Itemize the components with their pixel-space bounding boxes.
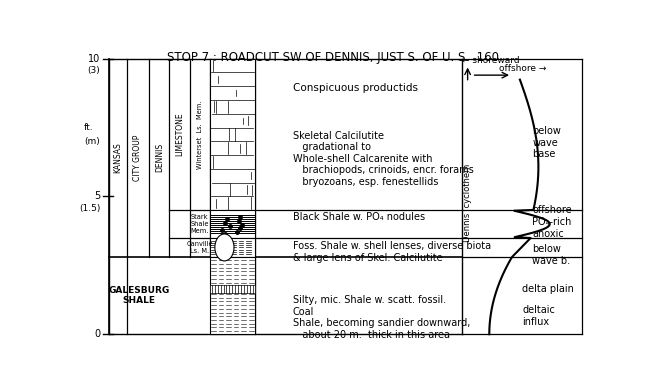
Text: (3): (3) [88, 66, 100, 75]
Text: Skeletal Calcilutite
   gradational to
Whole-shell Calcarenite with
   brachiopo: Skeletal Calcilutite gradational to Whol… [292, 131, 474, 187]
Text: Dennis  cyclothem: Dennis cyclothem [463, 163, 472, 242]
Text: below
wave b.: below wave b. [532, 244, 570, 266]
Text: Silty, mic. Shale w. scatt. fossil.
Coal
Shale, becoming sandier downward,
   ab: Silty, mic. Shale w. scatt. fossil. Coal… [292, 295, 470, 340]
Text: KANSAS: KANSAS [113, 142, 122, 173]
Text: Canville
Ls. M.: Canville Ls. M. [187, 241, 213, 254]
Text: ft.: ft. [84, 123, 94, 132]
Bar [210, 59, 255, 210]
Text: GALESBURG
SHALE: GALESBURG SHALE [109, 286, 170, 305]
Text: DENNIS: DENNIS [155, 143, 164, 172]
Bar [210, 257, 255, 334]
Text: 10: 10 [88, 54, 100, 64]
Text: Conspicuous productids: Conspicuous productids [292, 82, 418, 93]
Text: Foss. Shale w. shell lenses, diverse biota
& large lens of Skel. Calcilutite: Foss. Shale w. shell lenses, diverse bio… [292, 241, 491, 263]
Text: (1.5): (1.5) [79, 204, 100, 213]
Text: CITY GROUP: CITY GROUP [133, 135, 142, 181]
Text: offshore →: offshore → [499, 64, 547, 73]
Text: offshore
PO₄-rich
anoxic: offshore PO₄-rich anoxic [532, 205, 572, 238]
Bar [210, 285, 255, 293]
Text: Stark
Shale
Mem.: Stark Shale Mem. [190, 214, 209, 234]
Bar [210, 210, 255, 238]
Text: (m): (m) [84, 137, 99, 146]
Text: ← shoreward: ← shoreward [462, 56, 519, 65]
Text: LIMESTONE: LIMESTONE [175, 113, 184, 156]
Text: deltaic
influx: deltaic influx [522, 305, 555, 327]
Text: STOP 7 : ROADCUT SW OF DENNIS, JUST S. OF U. S.  160: STOP 7 : ROADCUT SW OF DENNIS, JUST S. O… [167, 51, 499, 64]
Ellipse shape [215, 234, 234, 261]
Text: Winterset  Ls.  Mem.: Winterset Ls. Mem. [197, 100, 203, 168]
Text: delta plain: delta plain [522, 284, 574, 294]
Text: Black Shale w. PO₄ nodules: Black Shale w. PO₄ nodules [292, 212, 425, 223]
Text: 0: 0 [94, 329, 100, 339]
Text: below
wave
base: below wave base [532, 126, 561, 159]
Bar [210, 238, 255, 257]
Text: 5: 5 [94, 191, 100, 202]
